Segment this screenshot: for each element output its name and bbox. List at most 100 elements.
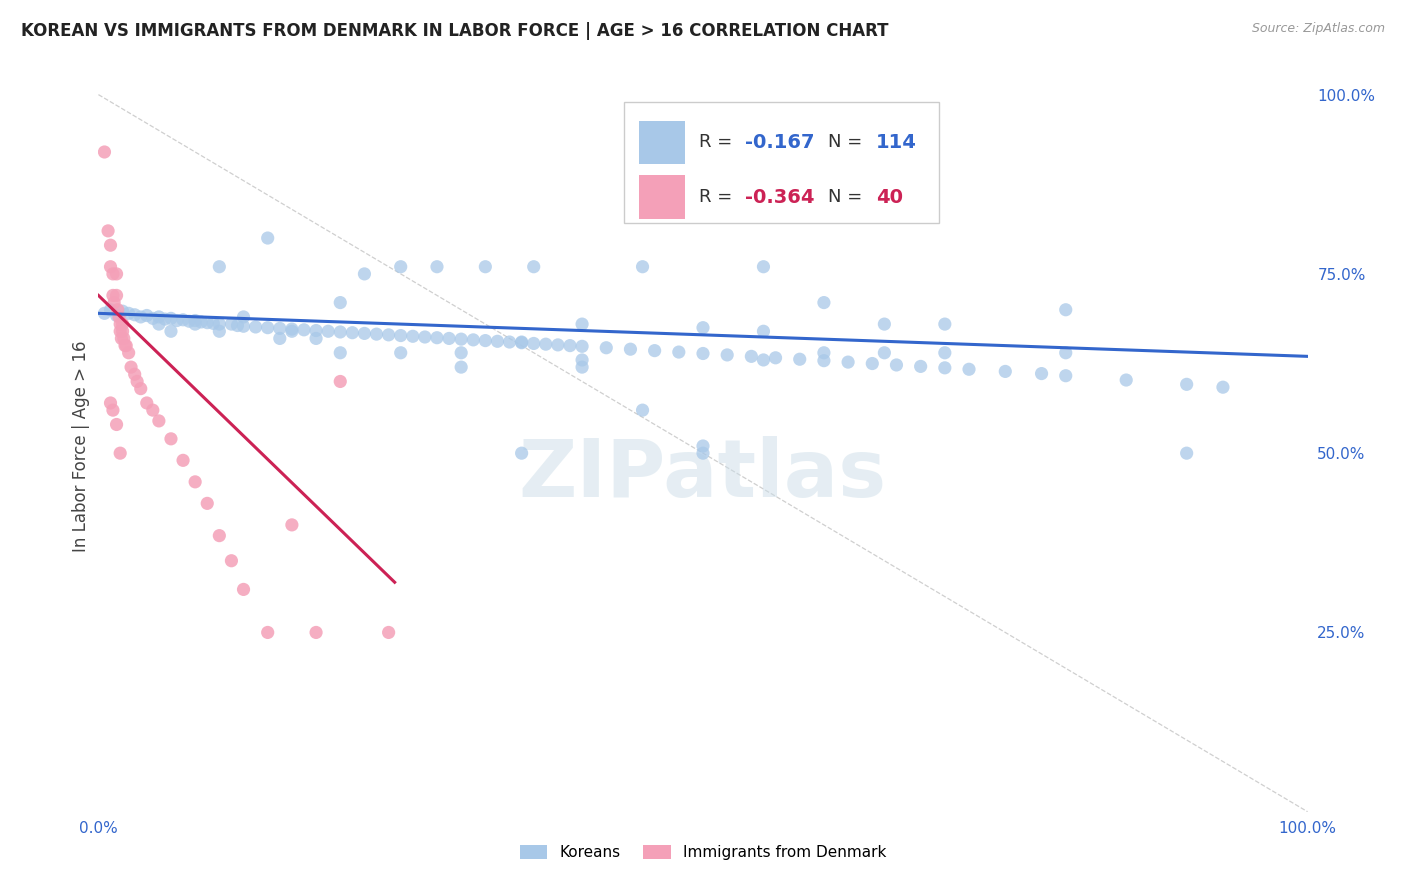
- Point: [498, 334, 520, 349]
- Point: [105, 288, 128, 302]
- Point: [93, 145, 115, 159]
- Point: [510, 334, 533, 349]
- Point: [534, 337, 557, 351]
- Text: N =: N =: [828, 134, 868, 152]
- Point: [269, 321, 291, 335]
- Point: [127, 375, 149, 389]
- Point: [1115, 373, 1137, 387]
- Point: [1175, 446, 1198, 460]
- Point: [752, 353, 775, 368]
- Point: [474, 334, 496, 348]
- Point: [269, 331, 291, 345]
- Point: [172, 453, 194, 467]
- Point: [934, 317, 956, 331]
- Point: [142, 403, 165, 417]
- Point: [510, 446, 533, 460]
- Point: [692, 346, 714, 360]
- Text: -0.364: -0.364: [745, 188, 815, 207]
- Point: [426, 331, 449, 345]
- Point: [329, 345, 352, 359]
- Point: [135, 309, 157, 323]
- Point: [413, 330, 436, 344]
- Point: [226, 318, 249, 333]
- Point: [160, 432, 183, 446]
- Point: [108, 324, 131, 338]
- Text: N =: N =: [828, 188, 868, 206]
- Point: [292, 323, 315, 337]
- Point: [353, 267, 375, 281]
- Point: [232, 582, 254, 597]
- Point: [402, 329, 425, 343]
- Point: [668, 345, 690, 359]
- Point: [129, 310, 152, 324]
- Point: [450, 332, 472, 346]
- Point: [112, 331, 135, 345]
- Text: Source: ZipAtlas.com: Source: ZipAtlas.com: [1251, 22, 1385, 36]
- Point: [110, 331, 132, 345]
- Point: [245, 320, 267, 334]
- Text: R =: R =: [699, 188, 738, 206]
- Point: [366, 327, 388, 342]
- Point: [118, 306, 141, 320]
- Point: [142, 311, 165, 326]
- Point: [208, 260, 231, 274]
- Point: [813, 295, 835, 310]
- Point: [97, 224, 120, 238]
- Point: [886, 358, 908, 372]
- Point: [571, 360, 593, 375]
- Point: [208, 317, 231, 331]
- Point: [208, 324, 231, 338]
- Point: [1031, 367, 1053, 381]
- Point: [510, 335, 533, 350]
- Point: [281, 517, 304, 532]
- Point: [281, 322, 304, 336]
- Point: [202, 317, 225, 331]
- Point: [558, 338, 581, 352]
- Point: [107, 302, 129, 317]
- Point: [1054, 345, 1077, 359]
- Point: [631, 403, 654, 417]
- Point: [353, 326, 375, 341]
- Point: [389, 328, 412, 343]
- Legend: Koreans, Immigrants from Denmark: Koreans, Immigrants from Denmark: [513, 839, 893, 866]
- Point: [547, 338, 569, 352]
- Text: -0.167: -0.167: [745, 133, 815, 152]
- Text: 114: 114: [876, 133, 917, 152]
- Point: [837, 355, 859, 369]
- Point: [934, 360, 956, 375]
- Point: [160, 311, 183, 326]
- Point: [631, 260, 654, 274]
- Point: [571, 353, 593, 368]
- Point: [100, 260, 122, 274]
- Point: [160, 324, 183, 338]
- Point: [910, 359, 932, 374]
- Point: [232, 319, 254, 334]
- Point: [148, 317, 170, 331]
- Point: [437, 331, 460, 345]
- Point: [195, 316, 218, 330]
- Point: [329, 295, 352, 310]
- Point: [100, 238, 122, 252]
- Point: [105, 267, 128, 281]
- Point: [100, 396, 122, 410]
- Point: [148, 414, 170, 428]
- Point: [111, 324, 134, 338]
- Point: [523, 336, 546, 351]
- Point: [329, 325, 352, 339]
- Point: [813, 353, 835, 368]
- Point: [994, 364, 1017, 378]
- Point: [860, 357, 883, 371]
- FancyBboxPatch shape: [638, 120, 685, 164]
- Point: [221, 554, 243, 568]
- Point: [873, 317, 896, 331]
- Point: [256, 320, 278, 334]
- Point: [111, 317, 134, 331]
- Point: [463, 333, 485, 347]
- Point: [124, 308, 146, 322]
- Point: [103, 295, 125, 310]
- Point: [101, 288, 124, 302]
- Point: [172, 313, 194, 327]
- Point: [486, 334, 509, 349]
- Point: [105, 309, 128, 323]
- Point: [120, 360, 142, 375]
